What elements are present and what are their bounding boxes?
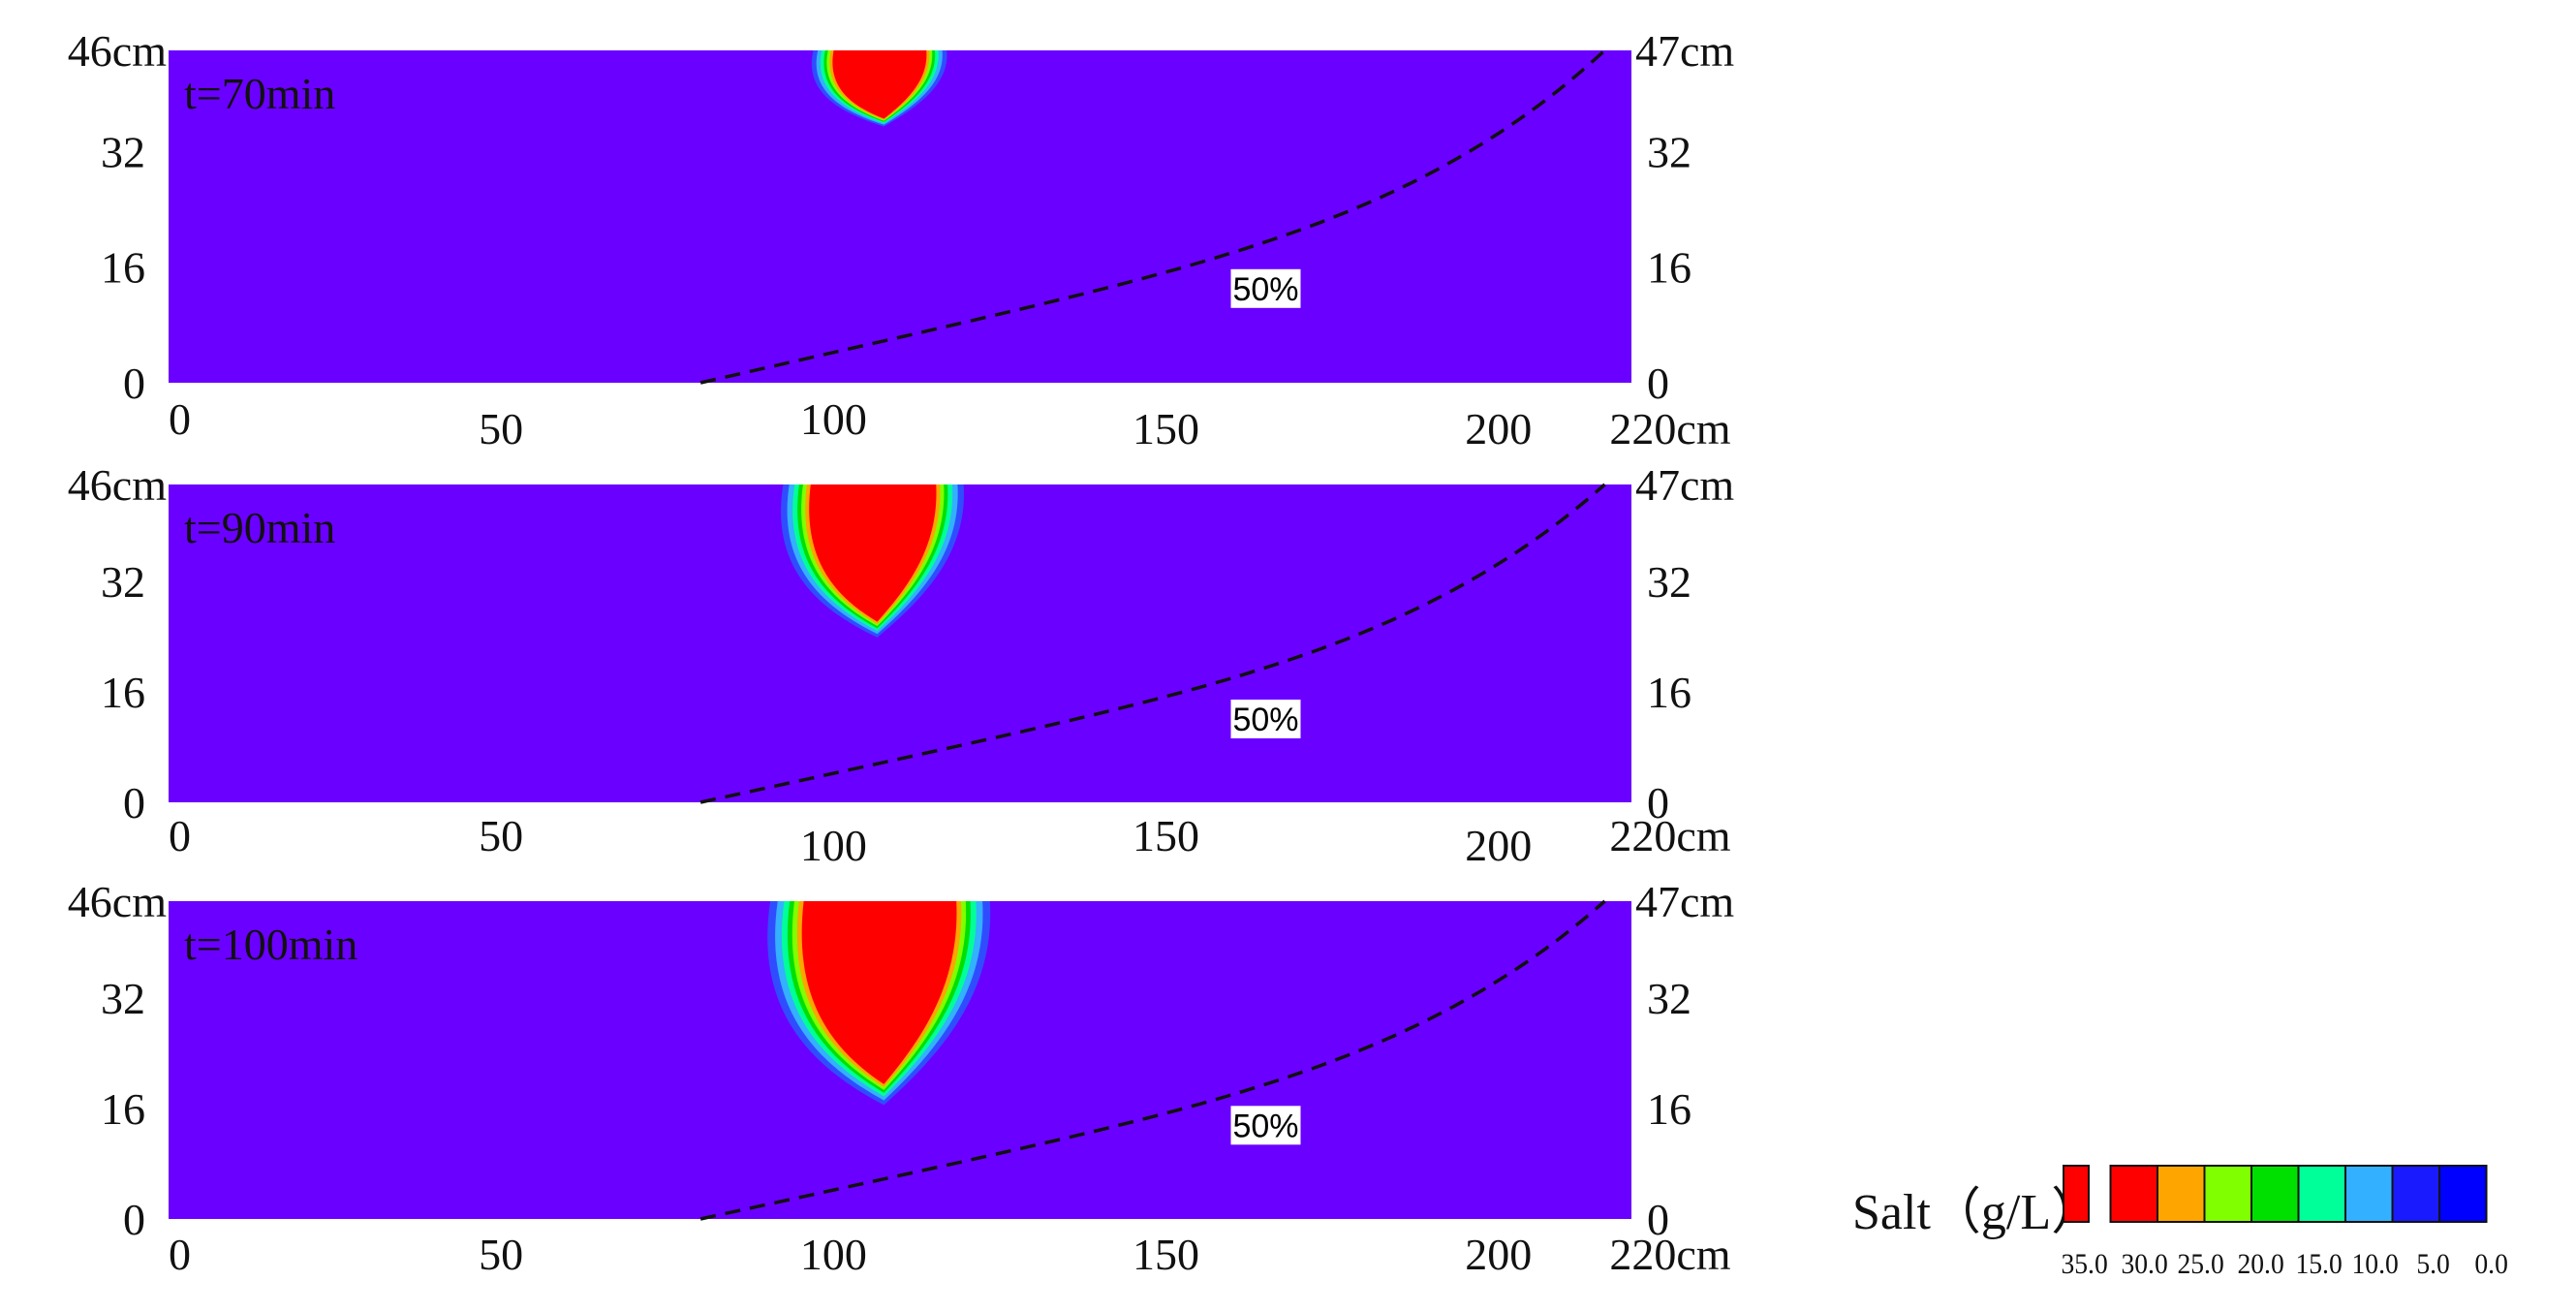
y-tick-left: 0: [123, 1195, 145, 1244]
colorbar-cell: [2157, 1165, 2206, 1223]
x-tick: 150: [1133, 404, 1199, 453]
y-tick-right: 47cm: [1635, 460, 1734, 510]
dashed-line-label-bg: [1230, 700, 1301, 738]
x-tick: 50: [479, 404, 523, 453]
dashed-line-label: 50%: [1232, 1108, 1298, 1144]
y-tick-left: 32: [101, 557, 145, 607]
colorbar-cell: [2203, 1165, 2252, 1223]
x-tick: 0: [169, 1230, 191, 1279]
colorbar-tick-label: 0.0: [2474, 1248, 2507, 1280]
y-tick-right: 0: [1647, 1195, 1669, 1244]
x-tick: 150: [1133, 1230, 1199, 1279]
colorbar-cell: [2344, 1165, 2394, 1223]
x-tick: 200: [1465, 404, 1532, 453]
y-tick-right: 16: [1647, 243, 1691, 293]
x-tick: 100: [800, 821, 867, 870]
x-tick: 100: [800, 1230, 867, 1279]
x-tick: 0: [169, 394, 191, 444]
x-tick: 220cm: [1609, 404, 1730, 453]
y-tick-right: 32: [1647, 127, 1691, 176]
colorbar-tick-label: 5.0: [2416, 1248, 2449, 1280]
time-label: t=100min: [184, 920, 357, 969]
colorbar-tick-label: 35.0: [2061, 1248, 2107, 1280]
y-tick-right: 47cm: [1635, 877, 1734, 926]
dashed-50pct-line: [699, 483, 1606, 804]
colorbar-tick-label: 15.0: [2295, 1248, 2342, 1280]
colorbar-title: Salt（g/L）: [1852, 1185, 2101, 1240]
dashed-line-label-bg: [1230, 268, 1301, 308]
salt-plume: [767, 901, 991, 1106]
dashed-50pct-line: [699, 48, 1606, 385]
x-tick: 50: [479, 811, 523, 860]
dashed-50pct-line: [699, 899, 1606, 1221]
y-tick-left: 46cm: [68, 877, 167, 926]
salt-plume: [781, 484, 965, 638]
y-tick-right: 0: [1647, 359, 1669, 408]
x-tick: 220cm: [1609, 811, 1730, 860]
dashed-line-label: 50%: [1232, 702, 1298, 738]
colorbar-tick-label: 25.0: [2177, 1248, 2223, 1280]
x-tick: 150: [1133, 811, 1199, 860]
y-tick-right: 47cm: [1635, 26, 1734, 76]
y-tick-left: 32: [101, 974, 145, 1023]
x-tick: 200: [1465, 1230, 1532, 1279]
colorbar-cell: [2391, 1165, 2440, 1223]
colorbar-cell: [2063, 1165, 2090, 1223]
plume-contour-7: [801, 901, 957, 1084]
colorbar-cell: [2250, 1165, 2300, 1223]
x-tick: 0: [169, 811, 191, 860]
colorbar-tick-label: 30.0: [2121, 1248, 2167, 1280]
time-label: t=70min: [184, 69, 335, 118]
colorbar-cell: [2438, 1165, 2488, 1223]
y-tick-left: 0: [123, 359, 145, 408]
y-tick-left: 0: [123, 778, 145, 828]
y-tick-left: 16: [101, 668, 145, 717]
y-tick-left: 16: [101, 243, 145, 293]
salt-plume: [811, 50, 947, 127]
colorbar-tick-label: 20.0: [2237, 1248, 2283, 1280]
dashed-line-label: 50%: [1232, 271, 1298, 308]
plume-contour-7: [809, 484, 937, 622]
y-tick-left: 46cm: [68, 26, 167, 76]
colorbar: Salt（g/L） 35.0 30.0 25.0 20.0 15.0 10.0 5.0 0.0: [1852, 1165, 2508, 1280]
colorbar-cell: [2297, 1165, 2346, 1223]
y-tick-right: 0: [1647, 778, 1669, 828]
y-tick-right: 32: [1647, 557, 1691, 607]
y-tick-left: 16: [101, 1084, 145, 1134]
x-tick: 220cm: [1609, 1230, 1730, 1279]
y-tick-left: 46cm: [68, 460, 167, 510]
y-tick-right: 32: [1647, 974, 1691, 1023]
y-tick-right: 16: [1647, 668, 1691, 717]
x-tick: 50: [479, 1230, 523, 1279]
time-label: t=90min: [184, 503, 335, 552]
y-tick-right: 16: [1647, 1084, 1691, 1134]
y-tick-left: 32: [101, 127, 145, 176]
dashed-line-label-bg: [1230, 1106, 1301, 1145]
x-tick: 200: [1465, 821, 1532, 870]
colorbar-cell: [2109, 1165, 2158, 1223]
plume-contour-7: [832, 50, 927, 119]
colorbar-tick-label: 10.0: [2351, 1248, 2398, 1280]
x-tick: 100: [800, 394, 867, 444]
